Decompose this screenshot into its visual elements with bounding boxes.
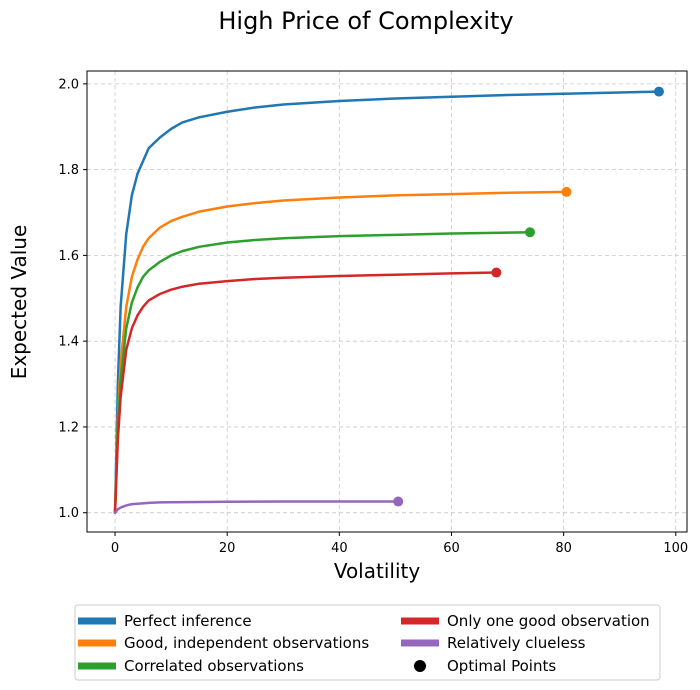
- optimal-point-4: [491, 267, 502, 278]
- series-line-4: [113, 271, 498, 514]
- series-line-3: [113, 230, 532, 514]
- legend-swatch: [78, 639, 116, 647]
- legend-swatch: [401, 639, 439, 647]
- series-line-5: [113, 500, 400, 514]
- y-tick-label: 2.0: [58, 77, 79, 92]
- series-layer: [113, 90, 661, 514]
- series-line-2: [113, 190, 568, 514]
- legend-swatch: [78, 617, 116, 625]
- y-tick-label: 1.6: [58, 249, 79, 264]
- legend-marker: [414, 660, 426, 672]
- x-tick-label: 40: [331, 541, 348, 556]
- optimal-point-3: [524, 227, 535, 238]
- x-tick-label: 60: [443, 541, 460, 556]
- legend-label: Optimal Points: [447, 657, 556, 675]
- optimal-point-2: [561, 186, 572, 197]
- legend-label: Perfect inference: [124, 612, 252, 630]
- series-line-1: [113, 90, 661, 514]
- y-tick-label: 1.4: [58, 335, 79, 350]
- optimal-point-1: [653, 86, 664, 97]
- x-tick-label: 100: [663, 541, 688, 556]
- optimal-point-5: [393, 496, 404, 507]
- chart-title: High Price of Complexity: [218, 7, 513, 35]
- y-tick-label: 1.0: [58, 506, 79, 521]
- legend-label: Good, independent observations: [124, 634, 369, 652]
- legend-swatch: [401, 617, 439, 625]
- x-tick-label: 0: [111, 541, 119, 556]
- legend-label: Correlated observations: [124, 657, 304, 675]
- y-tick-label: 1.2: [58, 420, 79, 435]
- legend-swatch: [78, 662, 116, 670]
- legend: Perfect inference Good, independent obser…: [74, 604, 661, 681]
- x-tick-label: 20: [219, 541, 236, 556]
- plot-area-frame: [86, 70, 688, 533]
- x-axis-label: Volatility: [334, 559, 421, 583]
- y-tick-label: 1.8: [58, 163, 79, 178]
- legend-label: Relatively clueless: [447, 634, 586, 652]
- x-tick-label: 80: [555, 541, 572, 556]
- ticks: 0 20 40 60 80 100 1.0 1.2 1.4 1.6 1.8 2.0: [58, 77, 688, 556]
- y-axis-label: Expected Value: [7, 225, 31, 380]
- optimal-points-layer: [393, 86, 664, 507]
- grid: [87, 71, 687, 532]
- legend-frame: [74, 604, 661, 681]
- legend-label: Only one good observation: [447, 612, 650, 630]
